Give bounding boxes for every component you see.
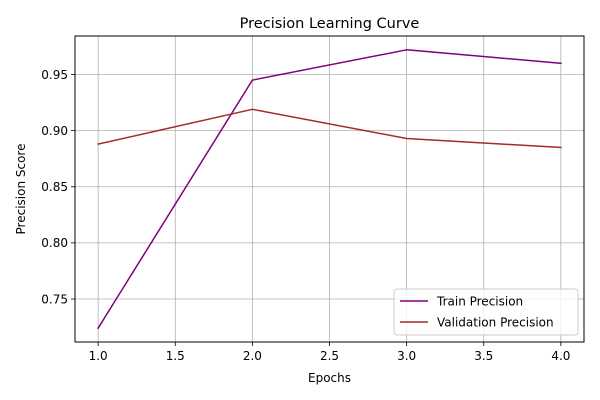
legend: Train Precision Validation Precision: [393, 288, 579, 336]
y-tick-label: 0.75: [41, 292, 68, 306]
train-precision-line: [97, 49, 562, 330]
x-axis: 1.0 1.5 2.0 2.5 3.0 3.5 4.0: [89, 342, 570, 363]
y-axis: 0.75 0.80 0.85 0.90 0.95: [41, 68, 75, 306]
y-tick-label: 0.90: [41, 124, 68, 138]
y-axis-label: Precision Score: [14, 144, 28, 235]
x-tick-label: 2.5: [320, 349, 339, 363]
x-tick-label: 3.5: [474, 349, 493, 363]
legend-label: Validation Precision: [437, 315, 554, 329]
y-tick-label: 0.85: [41, 180, 68, 194]
x-tick-label: 2.0: [243, 349, 262, 363]
y-tick-label: 0.95: [41, 68, 68, 82]
x-tick-label: 1.5: [166, 349, 185, 363]
y-tick-label: 0.80: [41, 236, 68, 250]
x-tick-label: 1.0: [89, 349, 108, 363]
x-tick-label: 4.0: [551, 349, 570, 363]
series-lines: [97, 49, 562, 330]
validation-precision-line: [97, 108, 562, 149]
x-axis-label: Epochs: [308, 371, 351, 385]
chart-title: Precision Learning Curve: [240, 16, 420, 32]
legend-box: [393, 288, 579, 336]
legend-label: Train Precision: [436, 294, 523, 308]
x-tick-label: 3.0: [397, 349, 416, 363]
